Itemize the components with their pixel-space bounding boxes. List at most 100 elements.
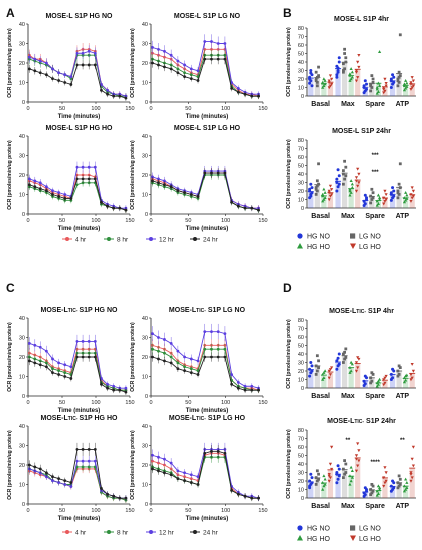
data-point [349, 465, 353, 469]
significance-label: **** [370, 460, 380, 466]
data-point [27, 67, 31, 71]
y-axis-label: OCR (pmoles/min/ug protein) [130, 140, 136, 210]
y-tick-label: 0 [145, 502, 148, 508]
y-tick-label: 40 [142, 22, 148, 28]
x-tick-label: 50 [59, 400, 65, 406]
data-point [376, 81, 380, 85]
data-point [100, 88, 103, 92]
data-point [376, 379, 380, 383]
data-point [322, 84, 326, 87]
data-point [243, 92, 247, 96]
x-tick-label: 50 [185, 218, 191, 224]
data-point [75, 183, 79, 187]
data-point [411, 464, 415, 468]
y-tick-label: 40 [142, 316, 148, 322]
data-point [322, 77, 326, 81]
data-point [69, 481, 73, 484]
data-point [51, 77, 54, 80]
mean-bar [342, 469, 348, 498]
x-tick-label: 0 [149, 106, 152, 112]
legend-label: 4 hr [75, 237, 87, 244]
mean-bar [355, 180, 361, 208]
data-point [236, 492, 240, 496]
y-tick-label: 10 [19, 81, 25, 87]
data-point [349, 360, 353, 364]
data-point [354, 176, 359, 180]
data-point [196, 195, 200, 198]
data-point [106, 492, 109, 496]
data-point [398, 366, 402, 369]
data-point [377, 197, 382, 201]
data-point [57, 71, 60, 75]
data-point [183, 75, 187, 79]
legend-label: 24 hr [203, 237, 219, 244]
series-line [152, 172, 259, 211]
y-tick-label: 0 [22, 100, 25, 106]
data-point [369, 488, 373, 491]
data-point [230, 81, 234, 84]
data-point [317, 366, 320, 369]
data-point [396, 189, 400, 193]
data-point [308, 479, 312, 483]
data-point [382, 196, 386, 200]
y-axis-label: OCR (pmoles/min/ug protein) [130, 430, 136, 500]
data-point [369, 194, 373, 198]
y-axis-label: OCR (pmoles/min/ug protein) [130, 28, 136, 98]
data-point [223, 347, 227, 351]
data-point [327, 474, 331, 478]
data-point [176, 477, 180, 481]
data-point [335, 481, 339, 485]
x-axis-label: Time (minutes) [58, 516, 101, 522]
data-point [157, 336, 160, 339]
data-point [257, 388, 260, 392]
mean-bar [409, 194, 415, 208]
x-tick-label: 100 [91, 106, 100, 112]
legend-item-8hr: 8 hr [104, 530, 129, 537]
data-point [375, 489, 379, 493]
chart-title: MOSE-L S1P LG HO [174, 125, 241, 132]
mean-bar [308, 191, 314, 208]
data-point [398, 477, 402, 481]
data-point [157, 63, 160, 67]
y-tick-label: 30 [298, 69, 304, 75]
data-point [314, 193, 318, 196]
data-point [322, 187, 326, 191]
data-point [369, 201, 373, 205]
data-point [409, 81, 413, 85]
data-point [384, 198, 388, 202]
y-tick-label: 80 [298, 428, 304, 434]
data-point [210, 57, 213, 61]
data-point [354, 189, 359, 193]
data-point [310, 84, 314, 88]
y-tick-label: 0 [145, 394, 148, 400]
data-point [371, 81, 375, 84]
x-tick-label: 50 [185, 106, 191, 112]
category-label: ATP [396, 213, 410, 220]
data-point [330, 77, 334, 81]
data-point [230, 86, 234, 90]
data-point [363, 79, 367, 83]
data-point [321, 192, 325, 196]
data-point [389, 484, 393, 488]
y-tick-label: 40 [19, 424, 25, 430]
data-point [118, 206, 122, 210]
data-point [308, 77, 312, 81]
time-legend-C: 4 hr 8 hr 12 hr 24 hr [62, 530, 219, 537]
down-triangle-marker-icon [350, 243, 356, 249]
data-point [151, 355, 154, 359]
chart-title: MOSE-LTIC- S1P HG HO [41, 415, 118, 422]
data-point [356, 60, 360, 64]
data-point [335, 189, 339, 193]
data-point [112, 494, 116, 498]
data-point [112, 94, 116, 98]
y-tick-label: 30 [142, 444, 148, 450]
data-point [342, 182, 345, 186]
mean-bar [308, 481, 314, 498]
y-tick-label: 10 [142, 375, 148, 381]
data-point [330, 193, 334, 197]
x-tick-label: 150 [258, 106, 267, 112]
mean-bar [409, 373, 415, 388]
data-point [87, 177, 91, 181]
data-point [63, 371, 67, 374]
y-tick-label: 20 [19, 355, 25, 361]
